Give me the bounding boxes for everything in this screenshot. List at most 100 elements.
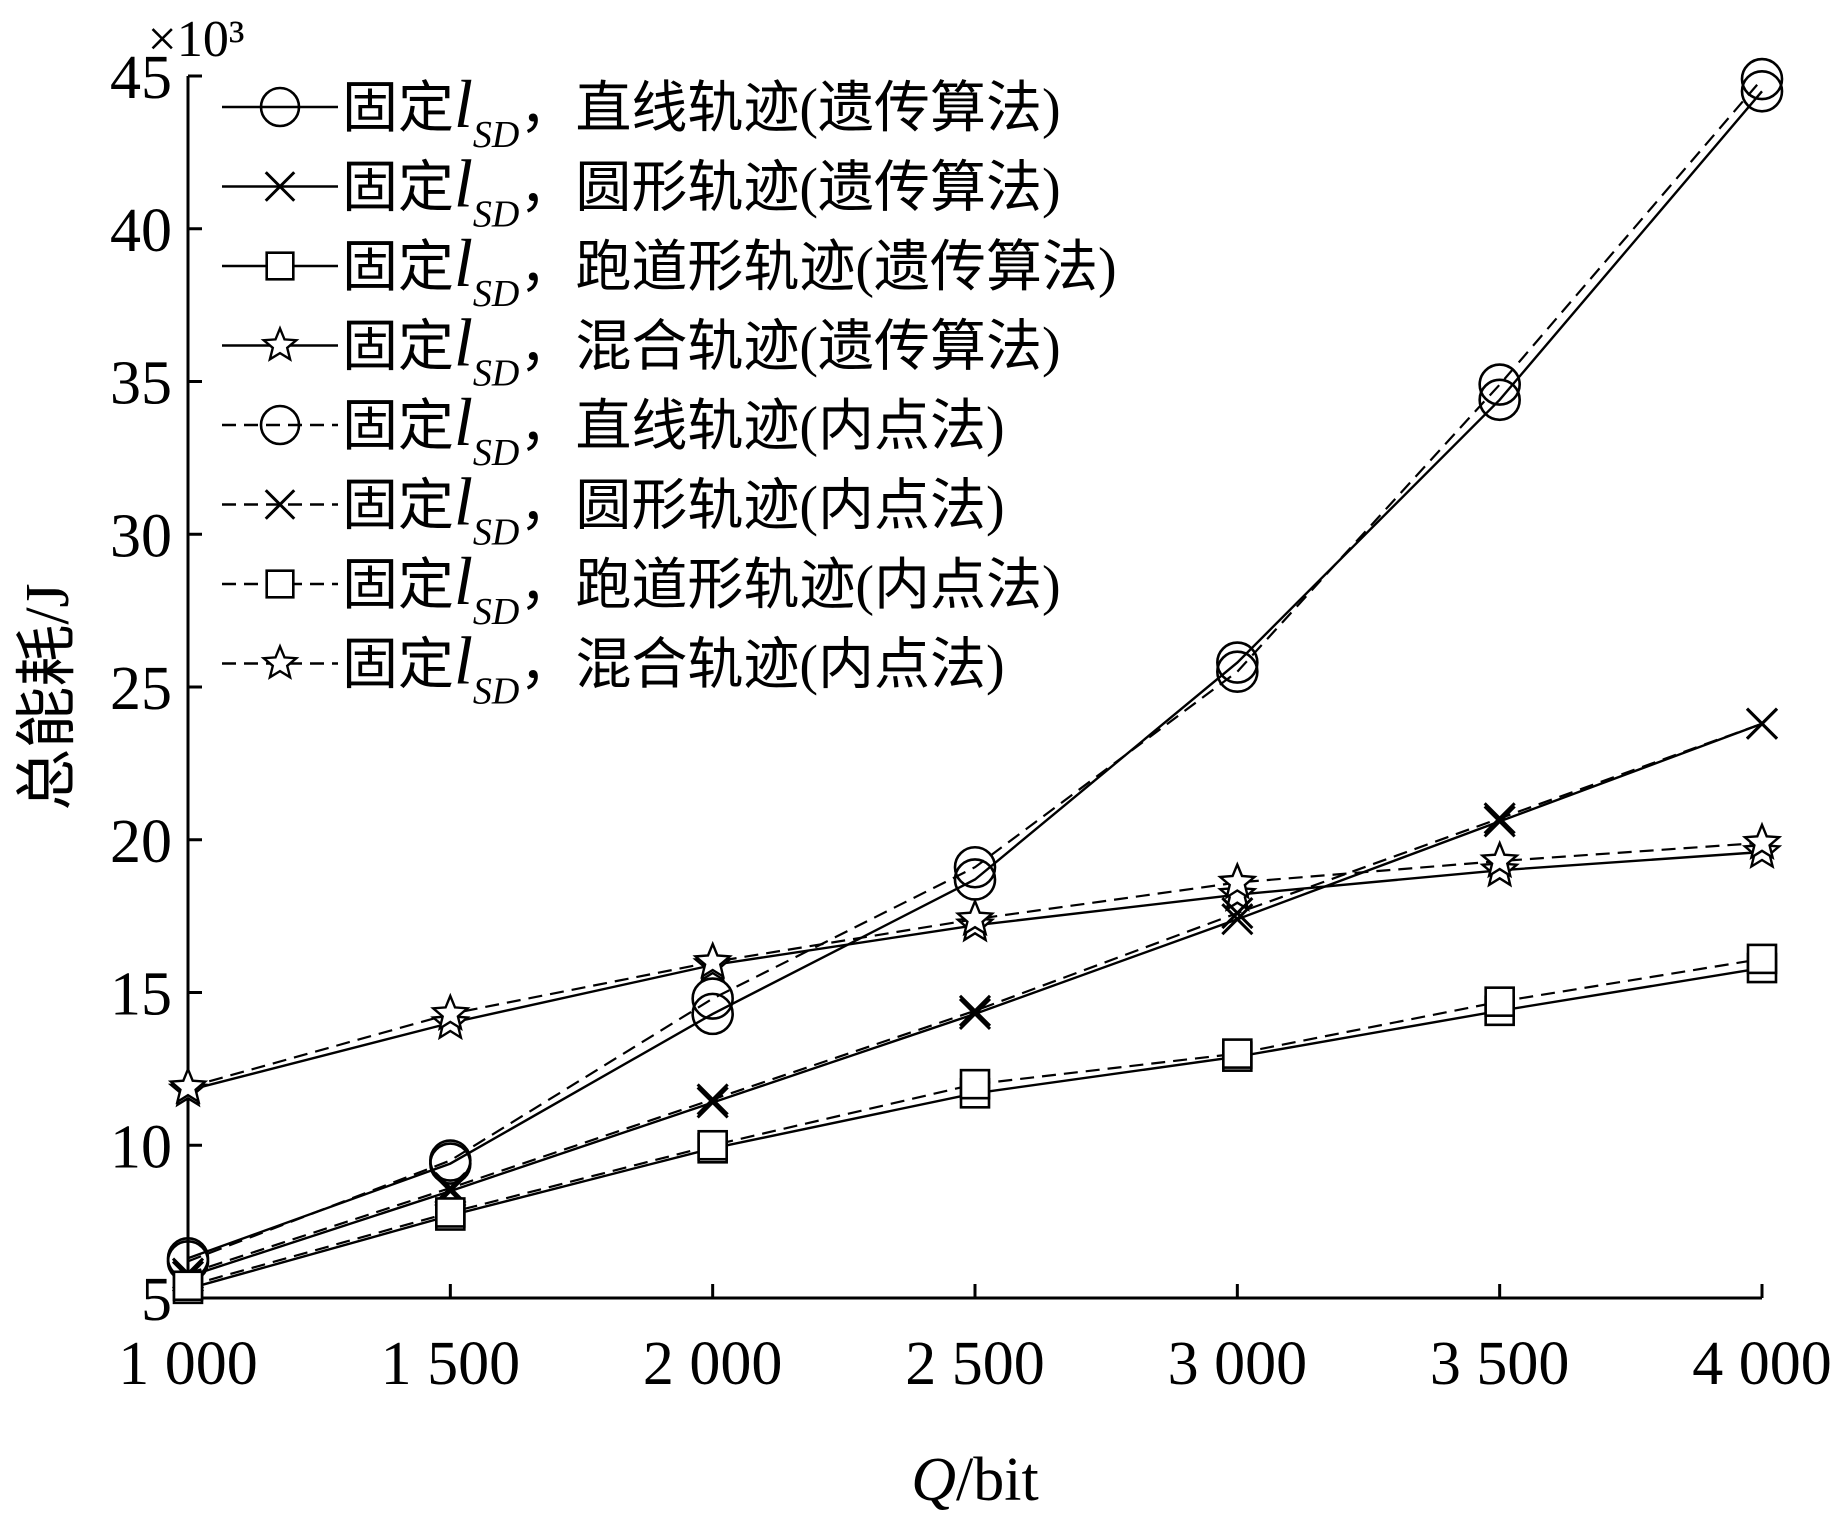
legend-label-sub: SD <box>473 114 519 156</box>
legend-label-sub: SD <box>473 194 519 236</box>
series-6 <box>171 707 1779 1290</box>
square-marker <box>959 1068 991 1100</box>
x-marker <box>958 997 992 1030</box>
legend-label-prefix: 固定 <box>342 555 454 617</box>
series-line <box>187 78 1763 1263</box>
x-marker <box>696 1083 729 1116</box>
legend-label-rest: ，跑道形轨迹(内点法) <box>519 555 1060 617</box>
legend-label: 固定lSD，直线轨迹(遗传算法) <box>342 66 1061 156</box>
legend-entry-8: 固定lSD，混合轨迹(内点法) <box>222 623 1005 713</box>
y-scale-note: ×10³ <box>148 11 245 68</box>
legend-label-prefix: 固定 <box>342 396 454 458</box>
star-marker <box>430 992 471 1031</box>
x-marker-stroke <box>696 1086 729 1119</box>
square-marker <box>172 1270 204 1302</box>
star-marker <box>1741 821 1783 860</box>
legend-label-prefix: 固定 <box>342 635 454 697</box>
star-marker <box>260 325 300 362</box>
y-tick-label: 45 <box>110 44 172 112</box>
star-marker <box>167 1066 209 1105</box>
x-axis-title-var: Q <box>911 1446 956 1514</box>
legend-label: 固定lSD，混合轨迹(遗传算法) <box>342 305 1061 395</box>
square-marker <box>435 1197 466 1228</box>
star-marker <box>260 643 300 680</box>
x-marker <box>958 994 992 1027</box>
legend-label-sub: SD <box>473 671 519 713</box>
y-tick-label: 10 <box>110 1113 172 1181</box>
legend-label-var: l <box>454 146 473 222</box>
legend-label-prefix: 固定 <box>342 476 454 538</box>
square-marker <box>1484 986 1515 1017</box>
legend-label-sub: SD <box>473 591 519 633</box>
x-marker-stroke <box>1483 805 1516 838</box>
legend-label-sub: SD <box>473 353 519 395</box>
y-tick-label: 15 <box>110 961 172 1029</box>
legend-entry-3: 固定lSD，跑道形轨迹(遗传算法) <box>222 225 1117 315</box>
square-marker <box>1222 1038 1253 1069</box>
circle-marker <box>259 86 301 128</box>
circle-marker <box>1740 69 1784 113</box>
circle-marker <box>1216 650 1259 694</box>
star-marker <box>692 940 733 980</box>
legend-label-prefix: 固定 <box>342 237 454 299</box>
star-marker <box>1479 839 1520 879</box>
legend-label-prefix: 固定 <box>342 158 454 220</box>
series-line <box>187 722 1763 1278</box>
square-marker <box>1746 943 1778 975</box>
series-line <box>187 966 1763 1290</box>
circle-marker <box>1740 57 1784 101</box>
x-marker-stroke <box>1745 707 1779 740</box>
legend-label-var: l <box>454 305 473 381</box>
x-tick-label: 2 000 <box>643 1330 783 1398</box>
legend-label-rest: ，跑道形轨迹(遗传算法) <box>519 237 1116 299</box>
legend-label-rest: ，直线轨迹(内点法) <box>519 396 1004 458</box>
x-tick-label: 1 000 <box>118 1330 258 1398</box>
series-5 <box>166 57 1784 1283</box>
series-line <box>187 722 1763 1275</box>
circle-marker <box>1478 378 1521 422</box>
legend-label-rest: ，圆形轨迹(内点法) <box>519 476 1004 538</box>
legend-entry-1: 固定lSD，直线轨迹(遗传算法) <box>222 66 1061 156</box>
series-7 <box>172 943 1778 1302</box>
legend-label-var: l <box>454 543 473 619</box>
legend-label-prefix: 固定 <box>342 78 454 140</box>
series-8 <box>167 821 1783 1105</box>
legend-label-sub: SD <box>473 273 519 315</box>
series-line <box>187 957 1763 1287</box>
circle-marker <box>691 992 734 1036</box>
star-marker <box>1217 873 1258 912</box>
x-marker-stroke <box>264 489 296 520</box>
series-4 <box>167 830 1783 1108</box>
x-tick-label: 3 000 <box>1168 1330 1308 1398</box>
legend-label-rest: ，混合轨迹(内点法) <box>519 635 1004 697</box>
legend-label: 固定lSD，跑道形轨迹(遗传算法) <box>342 225 1117 315</box>
circle-marker <box>429 1139 472 1182</box>
square-marker <box>265 251 295 281</box>
legend-label: 固定lSD，圆形轨迹(内点法) <box>342 464 1005 554</box>
series-2 <box>171 707 1779 1293</box>
x-marker <box>1483 802 1516 835</box>
y-tick-label: 25 <box>110 655 172 723</box>
legend-label: 固定lSD，跑道形轨迹(内点法) <box>342 543 1061 633</box>
x-marker <box>696 1086 729 1119</box>
series-layer <box>166 57 1784 1305</box>
legend-label-rest: ，混合轨迹(遗传算法) <box>519 317 1060 379</box>
x-marker-stroke <box>958 997 992 1030</box>
y-tick-label: 30 <box>110 502 172 570</box>
circle-marker <box>259 404 301 446</box>
legend-label-rest: ，直线轨迹(遗传算法) <box>519 78 1060 140</box>
legend-entry-6: 固定lSD，圆形轨迹(内点法) <box>222 464 1005 554</box>
legend-label: 固定lSD，直线轨迹(内点法) <box>342 384 1005 474</box>
legend-label-var: l <box>454 225 473 301</box>
x-marker-stroke <box>1221 897 1254 930</box>
x-axis-title-unit: /bit <box>956 1446 1039 1514</box>
x-marker-stroke <box>958 994 992 1027</box>
x-marker-stroke <box>696 1083 729 1116</box>
y-tick-label: 40 <box>110 197 172 265</box>
x-marker <box>264 489 296 520</box>
y-tick-label: 20 <box>110 808 172 876</box>
legend-label-var: l <box>454 464 473 540</box>
legend-entry-5: 固定lSD，直线轨迹(内点法) <box>222 384 1005 474</box>
x-tick-label: 3 500 <box>1430 1330 1570 1398</box>
